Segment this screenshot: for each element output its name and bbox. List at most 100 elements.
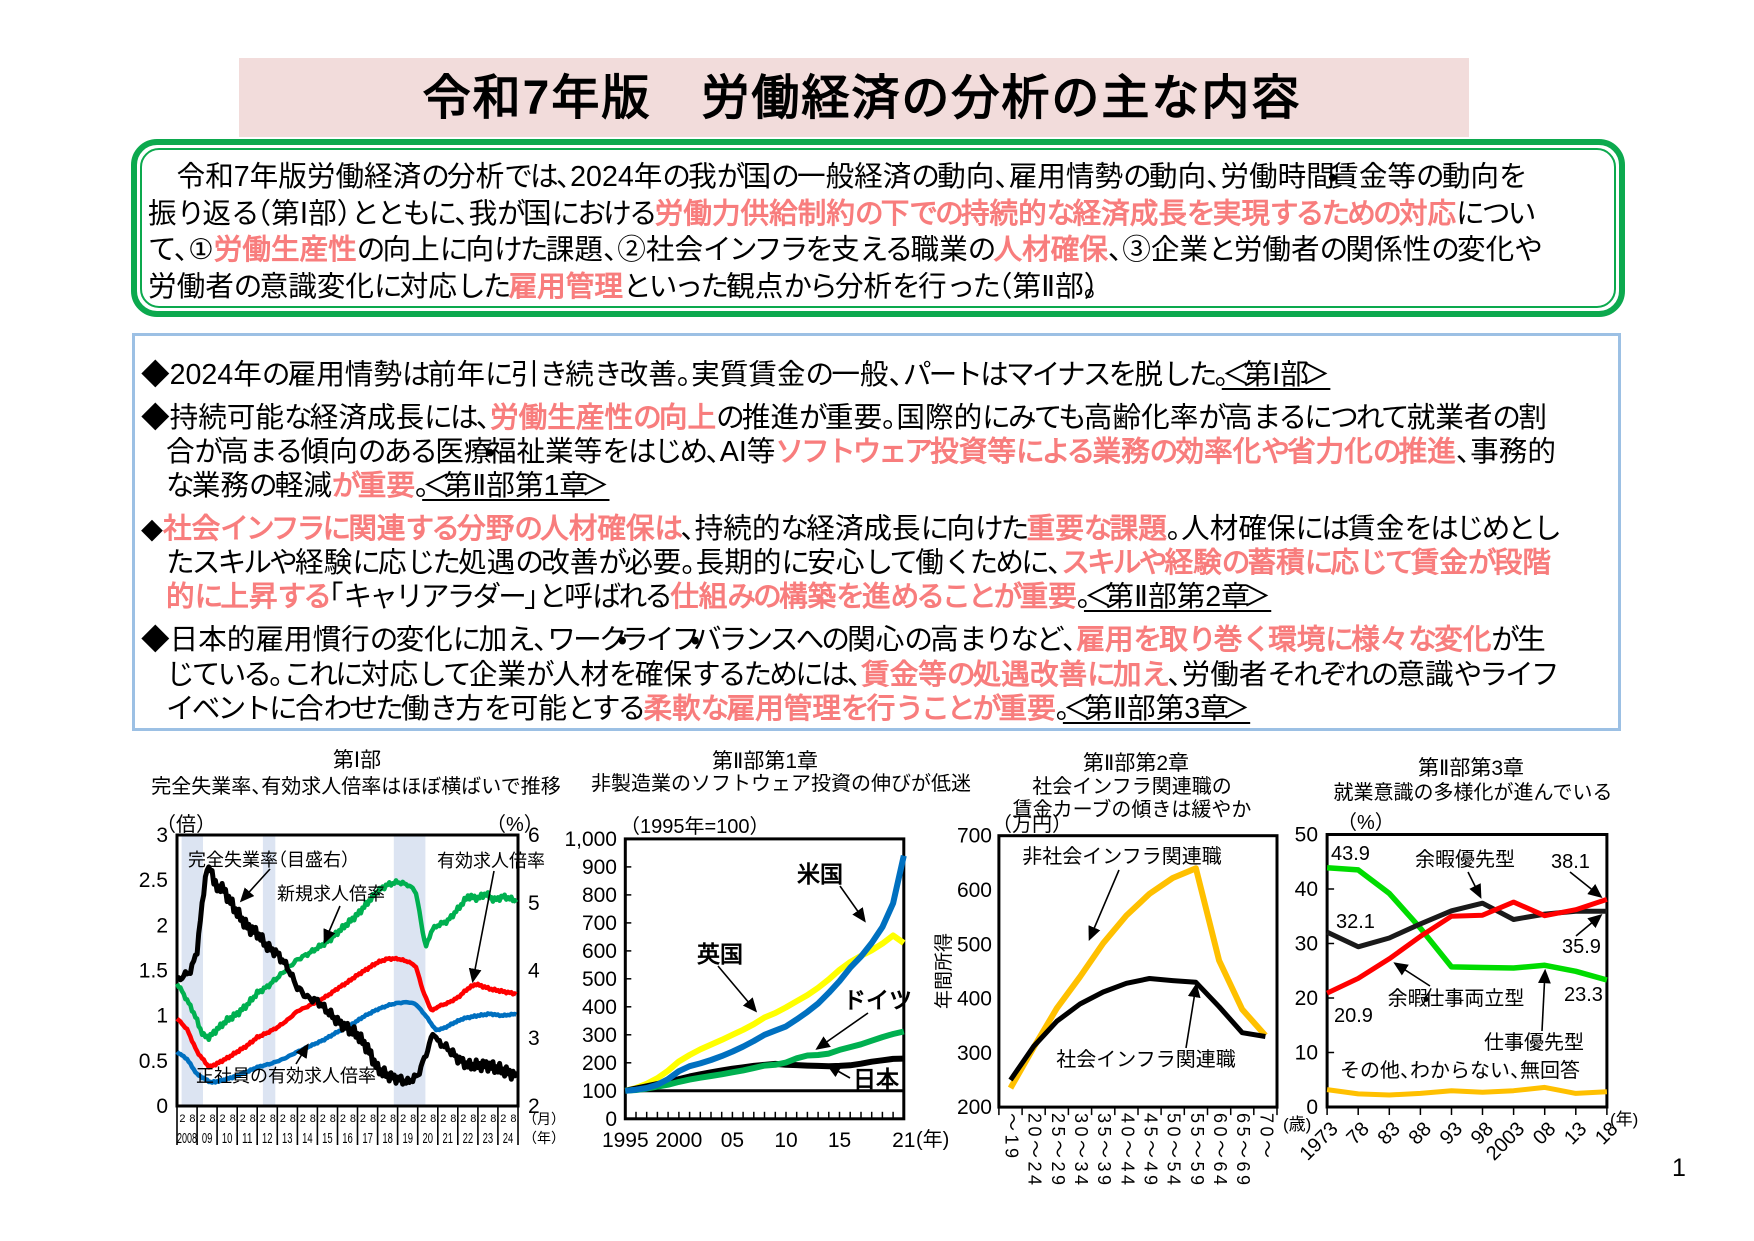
svg-text:21: 21 (443, 1131, 454, 1147)
svg-text:23.3: 23.3 (1564, 984, 1603, 1006)
svg-text:2: 2 (528, 1095, 540, 1118)
svg-text:（1995年=100）: （1995年=100） (620, 815, 770, 838)
svg-text:200: 200 (957, 1096, 992, 1119)
svg-text:8: 8 (350, 1113, 356, 1125)
svg-text:43.9: 43.9 (1331, 843, 1370, 865)
svg-text:600: 600 (582, 940, 617, 963)
svg-text:社会インフラ関連職: 社会インフラ関連職 (1056, 1048, 1235, 1071)
svg-text:700: 700 (582, 912, 617, 935)
svg-text:30～34: 30～34 (1071, 1113, 1091, 1189)
svg-text:2: 2 (380, 1113, 386, 1125)
svg-text:正社員の有効求人倍率: 正社員の有効求人倍率 (196, 1066, 376, 1086)
svg-text:38.1: 38.1 (1551, 851, 1590, 873)
svg-text:就業意識の多様化が進んでいる: 就業意識の多様化が進んでいる (1334, 781, 1613, 804)
svg-text:14: 14 (302, 1131, 313, 1147)
svg-text:24: 24 (503, 1131, 514, 1147)
svg-text:05: 05 (721, 1129, 744, 1152)
svg-text:10: 10 (222, 1131, 233, 1147)
svg-text:（年）: （年） (523, 1130, 565, 1146)
svg-text:2000: 2000 (656, 1129, 703, 1152)
svg-text:20.9: 20.9 (1334, 1005, 1373, 1027)
svg-text:非製造業のソフトウェア投資の伸びが低迷: 非製造業のソフトウェア投資の伸びが低迷 (591, 772, 971, 795)
svg-text:余暇優先型: 余暇優先型 (1415, 848, 1515, 871)
svg-text:8: 8 (230, 1113, 236, 1125)
svg-text:5: 5 (528, 892, 540, 915)
svg-text:米国: 米国 (797, 861, 843, 887)
svg-text:2: 2 (400, 1113, 406, 1125)
svg-text:1995: 1995 (602, 1129, 649, 1152)
svg-text:2: 2 (220, 1113, 226, 1125)
svg-text:3: 3 (156, 824, 168, 847)
svg-text:2: 2 (460, 1113, 466, 1125)
svg-text:17: 17 (362, 1131, 373, 1147)
svg-text:70～: 70～ (1256, 1113, 1276, 1162)
svg-text:40: 40 (1295, 878, 1318, 901)
svg-text:新規求人倍率: 新規求人倍率 (277, 884, 385, 904)
svg-text:8: 8 (430, 1113, 436, 1125)
svg-text:（万円）: （万円） (992, 813, 1072, 836)
svg-text:0.5: 0.5 (139, 1050, 168, 1073)
svg-text:（%）: （%） (486, 813, 544, 836)
svg-text:10: 10 (774, 1129, 797, 1152)
svg-text:13: 13 (1560, 1118, 1591, 1149)
svg-text:700: 700 (957, 825, 992, 848)
svg-text:2: 2 (200, 1113, 206, 1125)
svg-text:2.5: 2.5 (139, 869, 168, 892)
svg-text:有効求人倍率: 有効求人倍率 (437, 851, 545, 871)
svg-text:55～59: 55～59 (1187, 1113, 1207, 1189)
svg-text:0: 0 (156, 1095, 168, 1118)
svg-text:2: 2 (340, 1113, 346, 1125)
svg-text:2008: 2008 (177, 1131, 197, 1147)
svg-text:600: 600 (957, 879, 992, 902)
svg-text:50: 50 (1295, 824, 1318, 847)
svg-text:2: 2 (240, 1113, 246, 1125)
svg-text:15: 15 (828, 1129, 851, 1152)
svg-text:4: 4 (528, 960, 540, 983)
svg-text:40～44: 40～44 (1117, 1113, 1137, 1189)
svg-text:200: 200 (582, 1052, 617, 1075)
svg-text:8: 8 (250, 1113, 256, 1125)
svg-text:2: 2 (500, 1113, 506, 1125)
svg-text:余暇・仕事両立型: 余暇・仕事両立型 (1388, 987, 1525, 1010)
svg-text:2: 2 (440, 1113, 446, 1125)
svg-text:1,000: 1,000 (564, 828, 617, 851)
svg-text:78: 78 (1342, 1118, 1373, 1149)
svg-text:第Ⅱ部第2章: 第Ⅱ部第2章 (1083, 752, 1189, 775)
svg-text:22: 22 (463, 1131, 474, 1147)
svg-text:8: 8 (210, 1113, 216, 1125)
svg-text:10: 10 (1295, 1042, 1318, 1065)
svg-text:2: 2 (300, 1113, 306, 1125)
svg-text:(年): (年) (1610, 1110, 1638, 1129)
svg-text:500: 500 (582, 968, 617, 991)
svg-text:非社会インフラ関連職: 非社会インフラ関連職 (1022, 845, 1221, 868)
svg-text:1: 1 (156, 1005, 168, 1028)
svg-text:完全失業率（目盛右）: 完全失業率（目盛右） (188, 850, 359, 870)
svg-text:8: 8 (370, 1113, 376, 1125)
svg-text:20: 20 (422, 1131, 433, 1147)
svg-text:50～54: 50～54 (1164, 1113, 1184, 1189)
svg-text:英国: 英国 (697, 941, 743, 967)
svg-text:900: 900 (582, 856, 617, 879)
svg-text:2: 2 (280, 1113, 286, 1125)
svg-text:300: 300 (582, 1024, 617, 1047)
svg-text:400: 400 (957, 988, 992, 1011)
svg-text:16: 16 (342, 1131, 353, 1147)
svg-text:20～24: 20～24 (1025, 1113, 1045, 1189)
svg-text:その他、わからない、無回答: その他、わからない、無回答 (1340, 1059, 1580, 1082)
svg-text:8: 8 (410, 1113, 416, 1125)
svg-text:～19: ～19 (1002, 1113, 1022, 1162)
svg-text:2: 2 (480, 1113, 486, 1125)
svg-text:2: 2 (156, 914, 168, 937)
svg-text:20: 20 (1295, 987, 1318, 1010)
svg-text:日本: 日本 (853, 1066, 900, 1092)
svg-text:3: 3 (528, 1027, 540, 1050)
svg-text:第Ⅱ部第3章: 第Ⅱ部第3章 (1418, 757, 1524, 780)
svg-text:賃金カーブの傾きは緩やか: 賃金カーブの傾きは緩やか (1013, 797, 1252, 821)
svg-text:8: 8 (470, 1113, 476, 1125)
svg-text:100: 100 (582, 1080, 617, 1103)
svg-text:8: 8 (490, 1113, 496, 1125)
svg-text:2: 2 (179, 1113, 185, 1125)
svg-text:65～69: 65～69 (1233, 1113, 1253, 1189)
svg-text:13: 13 (282, 1131, 293, 1147)
svg-text:8: 8 (310, 1113, 316, 1125)
